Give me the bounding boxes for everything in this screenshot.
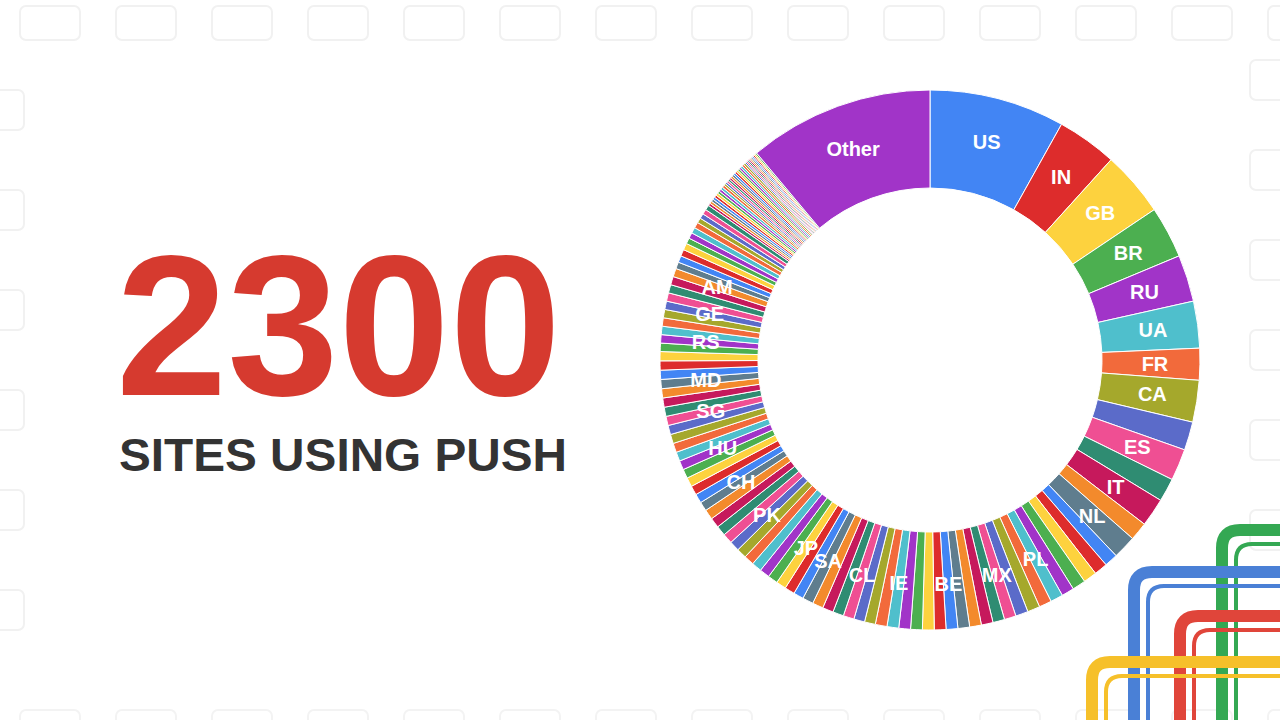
bg-shape [404,6,464,40]
slice-label: PK [753,504,781,526]
bg-shape [596,710,656,720]
bg-shape [596,6,656,40]
bg-shape [1250,420,1280,460]
bg-shape [1268,710,1280,720]
slice-label: NL [1079,505,1106,527]
bg-shape [1250,60,1280,100]
slice-label: GB [1085,202,1115,224]
slice-label: RU [1130,281,1159,303]
slice-label: IT [1107,476,1125,498]
bg-shape [788,710,848,720]
bg-shape [980,6,1040,40]
slice-label: RS [692,331,720,353]
bg-shape [692,6,752,40]
bg-shape [1250,150,1280,190]
bg-shape [116,710,176,720]
slice-label: BE [934,573,962,595]
bg-shape [500,6,560,40]
headline-number: 2300 [116,214,561,437]
bg-shape [308,710,368,720]
bg-shape [212,710,272,720]
bg-shape [20,6,80,40]
corner-line [1134,572,1280,720]
bg-shape [788,6,848,40]
bg-shape [0,190,24,230]
bg-shape [1250,240,1280,280]
slice-label: FR [1142,353,1169,375]
slice-label: MD [690,369,721,391]
corner-decoration [1092,530,1280,720]
bg-shape [404,710,464,720]
slice-label: JP [794,537,818,559]
bg-shape [0,90,24,130]
slice-label: AM [702,276,733,298]
slice-label: CL [849,564,876,586]
corner-line [1222,530,1280,720]
bg-shape [1250,330,1280,370]
slice-labels: US IN GB BR RU UA FR CA ES ITNL PL MX BE IE CL SAJP PK CH… [690,131,1169,595]
slice-label: UA [1139,319,1168,341]
bg-shape [20,710,80,720]
slice-label: CA [1138,383,1167,405]
slices [660,90,1200,630]
bg-shape [1172,6,1232,40]
canvas: 2300SITES USING PUSH US IN GB BR RU UA FR CA ES IT… [0,0,1280,720]
bg-shape [308,6,368,40]
slice-label: PL [1023,548,1049,570]
bg-shape [1268,6,1280,40]
bg-shape [0,290,24,330]
bg-shape [0,590,24,630]
background-pattern [0,6,1280,720]
slice-label: BR [1114,242,1143,264]
slice-label: MX [982,564,1013,586]
bg-shape [116,6,176,40]
slice-label: Other [826,138,880,160]
bg-shape [0,390,24,430]
bg-shape [1076,6,1136,40]
corner-line [1092,662,1280,720]
slice-label: ES [1124,436,1151,458]
slice-label: IE [890,572,909,594]
bg-shape [884,710,944,720]
slice-label: CH [727,471,756,493]
slice-label: SA [814,550,842,572]
bg-shape [212,6,272,40]
bg-shape [692,710,752,720]
slice-label: HU [708,437,737,459]
corner-line [1106,676,1280,720]
headline-caption: SITES USING PUSH [119,429,567,481]
bg-shape [884,6,944,40]
slice [757,90,930,228]
slice [1098,301,1200,352]
slice-label: US [973,131,1001,153]
slice-label: SG [696,400,725,422]
bg-shape [980,710,1040,720]
slice-label: IN [1051,166,1071,188]
slice-label: GE [695,303,724,325]
bg-shape [0,490,24,530]
bg-shape [500,710,560,720]
corner-line [1148,586,1280,720]
